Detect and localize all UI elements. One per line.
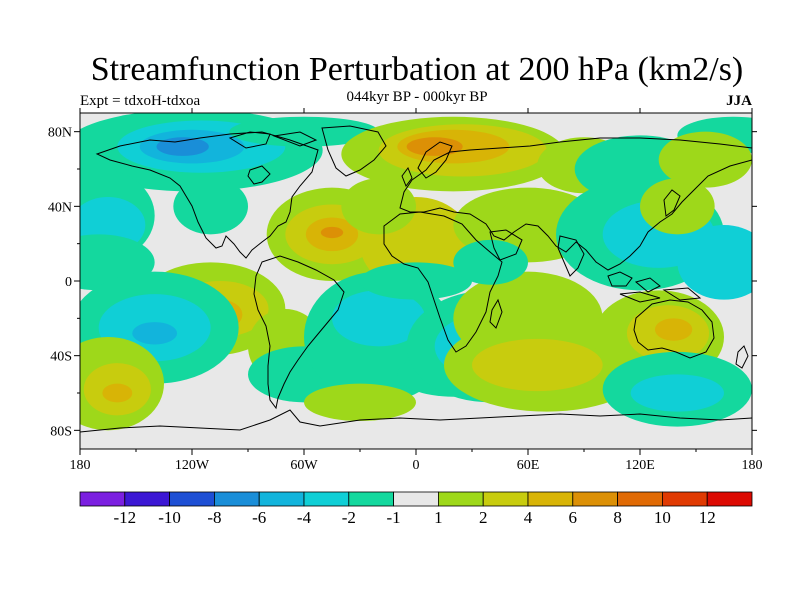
coastline-maritime-continent <box>607 271 702 303</box>
contour-region <box>229 116 379 147</box>
colorbar-label: 12 <box>699 508 716 527</box>
colorbar-swatch <box>572 491 618 507</box>
contour-region <box>173 178 248 235</box>
contour-region <box>654 318 693 341</box>
colorbar-swatch <box>662 491 708 507</box>
y-tick-label: 40N <box>48 200 72 215</box>
contour-region <box>332 290 426 347</box>
contour-region <box>156 137 209 156</box>
plot-title: Streamfunction Perturbation at 200 hPa (… <box>90 51 744 88</box>
coastline-scandinavia <box>417 141 453 179</box>
contour-region <box>341 178 416 235</box>
contour-region <box>658 131 752 188</box>
colorbar-label: -8 <box>207 508 221 527</box>
colorbar-label: -1 <box>387 508 401 527</box>
colorbar-label: 6 <box>569 508 578 527</box>
x-tick-label: 60E <box>517 458 540 473</box>
contour-region <box>406 137 463 156</box>
coastline-japan <box>663 189 681 217</box>
y-tick-label: 80S <box>50 424 72 439</box>
colorbar-swatch <box>482 491 529 507</box>
season-label: JJA <box>726 93 752 109</box>
coastline-new-zealand <box>735 345 749 369</box>
colorbar-swatch <box>258 491 305 507</box>
x-tick-label: 0 <box>413 458 420 473</box>
coastline-madagascar <box>489 298 503 329</box>
x-tick-label: 180 <box>742 458 763 473</box>
x-tick-label: 120E <box>625 458 655 473</box>
contour-region <box>630 374 724 412</box>
experiment-label: Expt = tdxoH-tdxoa <box>80 93 201 109</box>
coastline-australia <box>633 299 715 359</box>
colorbar-label: -6 <box>252 508 266 527</box>
colorbar-swatch <box>706 491 753 507</box>
x-tick-label: 180 <box>70 458 91 473</box>
colorbar-label: -2 <box>342 508 356 527</box>
x-tick-label: 120W <box>175 458 210 473</box>
colorbar-swatch <box>617 491 663 507</box>
contour-region <box>453 239 528 285</box>
colorbar-label: -10 <box>158 508 181 527</box>
colorbar-swatch <box>169 491 215 507</box>
y-tick-label: 0 <box>65 275 72 290</box>
colorbar-label: 10 <box>654 508 671 527</box>
colorbar-swatch <box>124 491 171 507</box>
colorbar-label: 8 <box>613 508 622 527</box>
coastlines <box>80 125 752 433</box>
colorbar-label: 4 <box>524 508 533 527</box>
coastline-arctic-islands <box>228 131 318 149</box>
coastline-greenland <box>321 125 387 177</box>
coastline-india <box>557 235 585 277</box>
coastline-antarctica <box>80 409 752 433</box>
colorbar-swatch <box>348 491 394 507</box>
contour-region <box>320 226 344 239</box>
contour-field <box>80 113 752 449</box>
colorbar-label: 1 <box>434 508 443 527</box>
colorbar-label: 2 <box>479 508 488 527</box>
colorbar: -12 -10 -8 -6 -4 -2 -1 1 2 4 6 8 10 12 <box>79 491 753 527</box>
contour-region <box>640 178 715 235</box>
coastline-hudson <box>247 165 271 185</box>
colorbar-label: -12 <box>113 508 136 527</box>
y-tick-label: 80N <box>48 126 72 141</box>
contour-region <box>132 322 178 345</box>
colorbar-label: -4 <box>297 508 312 527</box>
colorbar-swatch <box>393 491 439 507</box>
coastline-south-america <box>253 255 345 410</box>
colorbar-swatch <box>303 491 350 507</box>
contour-region <box>360 262 472 300</box>
y-tick-label: 40S <box>50 350 72 365</box>
colorbar-swatch <box>437 491 484 507</box>
coastline-africa <box>383 211 503 353</box>
colorbar-swatch <box>527 491 574 507</box>
plot-subtitle: 044kyr BP - 000kyr BP <box>346 89 488 105</box>
coastline-eurasia <box>399 137 752 271</box>
coastline-arabia <box>489 229 523 261</box>
contour-region <box>677 225 752 300</box>
contour-region <box>304 383 416 422</box>
contour-region <box>102 383 133 403</box>
contour-region <box>471 338 603 392</box>
coastline-britain <box>401 166 413 188</box>
colorbar-swatch <box>79 491 126 507</box>
x-tick-label: 60W <box>290 458 318 473</box>
colorbar-swatch <box>213 491 260 507</box>
axis-ticks: 180 120W 60W 0 60E 120E 180 80N 40N 0 40S 80S <box>48 108 763 473</box>
